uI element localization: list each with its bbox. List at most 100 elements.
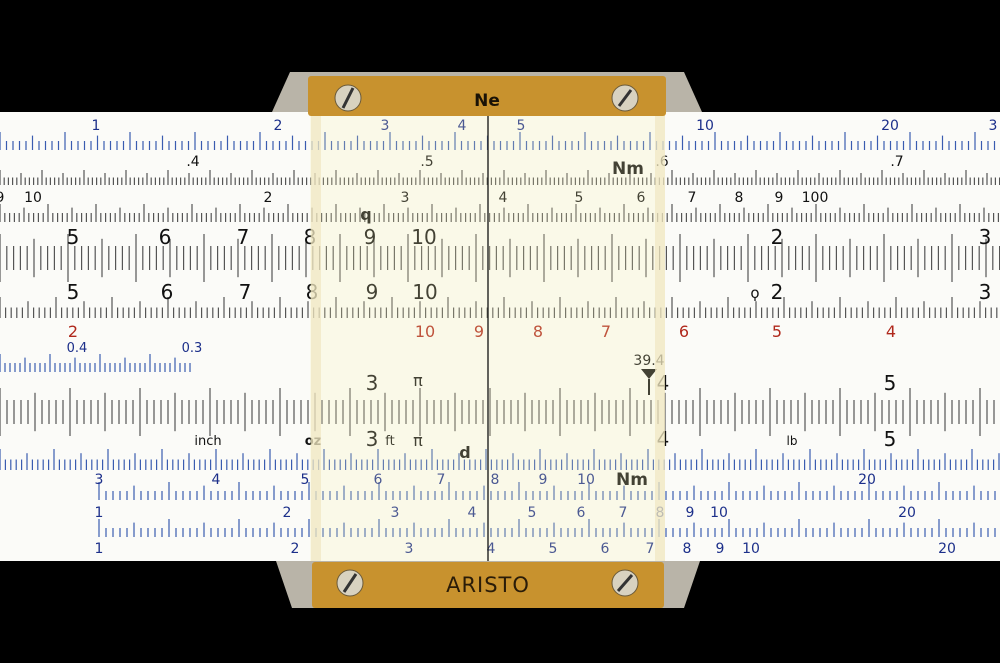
scale-label: 10 [696,118,714,134]
scale-label: 6 [161,280,174,304]
scale-label: 9 [716,541,725,557]
scale-label: 20 [898,505,916,521]
scale-label: 10 [742,541,760,557]
scale-label: 3 [95,472,104,488]
scale-label: 2 [68,322,78,341]
scale-label: inch [194,434,221,449]
scale-label: 3 [366,427,379,451]
scale-label: 6 [374,472,383,488]
scale-label: 4 [499,190,508,206]
scale-label: Nm [612,159,644,179]
scale-label: 8 [735,190,744,206]
scale-label: 10 [710,505,728,521]
scale-label: 1 [95,541,104,557]
scale-label: 7 [619,505,628,521]
scale-label: 5 [67,225,80,249]
scale-label: 9 [0,190,4,206]
scale-label: 9 [366,280,379,304]
scale-label: 6 [577,505,586,521]
scale-label: 7 [646,541,655,557]
scale-label: q [360,205,371,224]
scale-label: 7 [237,225,250,249]
scale-label: 4 [487,541,496,557]
scale-label: 7 [601,322,611,341]
scale-label: .4 [186,154,199,170]
rule-body [0,112,1000,561]
scale-label: 5 [301,472,310,488]
scale-label: 20 [881,118,899,134]
scale-label: 4 [468,505,477,521]
scale-label: 5 [67,280,80,304]
scale-label: 6 [679,322,689,341]
scale-label: 3 [979,280,992,304]
cursor-left-edge [311,112,321,561]
scale-label: 2 [291,541,300,557]
scale-label: 6 [601,541,610,557]
scale-label: 2 [771,225,784,249]
scale-label: 9 [539,472,548,488]
screw-icon [334,84,362,112]
scale-label: 3 [366,371,379,395]
scale-label: π [413,371,423,390]
cursor-bottom-bar [312,562,664,608]
scale-label: .7 [890,154,903,170]
scale-label: 2 [771,280,784,304]
cursor-top-bar [308,76,666,116]
scale-label: 2 [264,190,273,206]
scale-label: d [459,443,470,462]
scale-label: 10 [412,280,437,304]
scale-label: 100 [802,190,829,206]
scale-label: 10 [24,190,42,206]
scale-label: lb [787,434,798,448]
cursor[interactable]: Ne ARISTO [272,72,702,608]
scale-label: 8 [491,472,500,488]
scale-label: 8 [533,322,543,341]
scale-label: 3 [391,505,400,521]
scale-label: 3 [979,225,992,249]
scale-label: 0.3 [182,341,203,356]
scale-label: Nm [616,470,648,490]
scale-label: .5 [420,154,433,170]
scale-label: 7 [688,190,697,206]
scale-label: 4 [212,472,221,488]
scale-label: ft [385,434,394,449]
scale-label: 4 [458,118,467,134]
scale-label: 5 [884,371,897,395]
scale-ticks [0,132,1000,537]
scale-label: 20 [938,541,956,557]
scale-label: 7 [437,472,446,488]
brand-logo: ARISTO [446,573,530,597]
scale-label: 0.4 [67,341,88,356]
scale-label: 9 [364,225,377,249]
scale-label: 20 [858,472,876,488]
scale-label: 10 [415,322,435,341]
scale-label: 5 [772,322,782,341]
scale-label: 5 [517,118,526,134]
scale-label: 3 [989,118,998,134]
scale-label: 10 [411,225,436,249]
scale-label: 1 [95,505,104,521]
scale-label: 10 [577,472,595,488]
scale-label: 6 [159,225,172,249]
scale-label: 9 [775,190,784,206]
scale-label: 5 [884,427,897,451]
scale-label: π [413,431,423,450]
scale-label: 8 [683,541,692,557]
scale-label: 3 [381,118,390,134]
scale-label: 2 [274,118,283,134]
cursor-right-edge [655,112,665,561]
scale-label: 7 [239,280,252,304]
screw-icon [611,84,639,112]
scale-label: 5 [528,505,537,521]
scale-label: 9 [474,322,484,341]
scale-label: 6 [637,190,646,206]
scale-label: 2 [283,505,292,521]
scale-label: 5 [549,541,558,557]
gauge-mark-icon [641,369,657,395]
scale-label: 1 [92,118,101,134]
scale-label: 9 [686,505,695,521]
scale-label: 5 [575,190,584,206]
scale-label: 3 [401,190,410,206]
